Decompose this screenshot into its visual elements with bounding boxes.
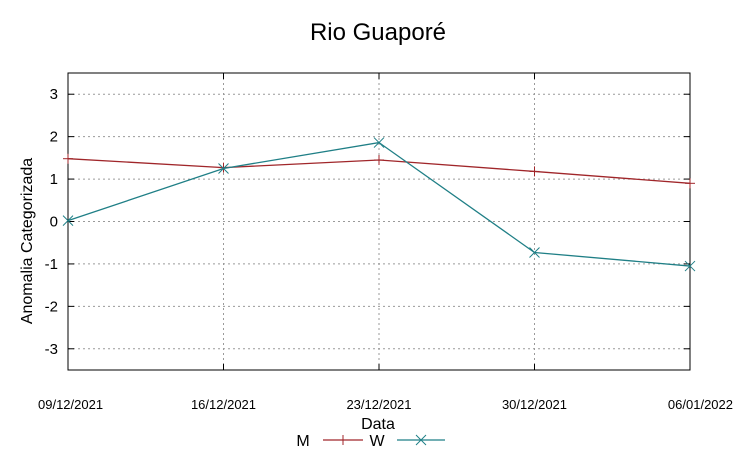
legend-label-W: W xyxy=(369,433,385,450)
y-tick-label: 0 xyxy=(50,214,58,231)
x-tick-label: 16/12/2021 xyxy=(191,397,256,412)
data-point-W xyxy=(218,163,229,174)
data-point-W xyxy=(529,247,540,258)
x-axis-ticks: 09/12/2021 16/12/2021 23/12/2021 30/12/2021… xyxy=(38,73,733,412)
chart-title: Rio Guaporé xyxy=(310,19,446,46)
series-W xyxy=(62,137,696,272)
y-axis-label: Anomalia Categorizada xyxy=(19,158,36,324)
data-point-W xyxy=(684,260,696,272)
legend-marker-W xyxy=(415,434,427,446)
y-tick-label: -2 xyxy=(45,298,58,315)
x-tick-label: 30/12/2021 xyxy=(502,397,567,412)
y-tick-label: 2 xyxy=(50,129,58,146)
y-tick-label: 1 xyxy=(50,171,58,188)
data-point-W xyxy=(373,137,385,148)
x-tick-label: 06/01/2022 xyxy=(668,397,733,412)
y-tick-label: -1 xyxy=(45,256,58,273)
y-tick-label: -3 xyxy=(45,341,58,358)
x-axis-label: Data xyxy=(361,416,395,433)
series-group xyxy=(62,137,696,272)
data-point-W xyxy=(62,215,74,227)
x-tick-label: 23/12/2021 xyxy=(346,397,411,412)
x-tick-label: 09/12/2021 xyxy=(38,397,103,412)
y-tick-label: 3 xyxy=(50,86,58,103)
grid xyxy=(68,73,690,370)
y-axis-ticks: 3 2 1 0 -1 -2 -3 xyxy=(45,86,690,358)
legend-label-M: M xyxy=(296,433,309,450)
